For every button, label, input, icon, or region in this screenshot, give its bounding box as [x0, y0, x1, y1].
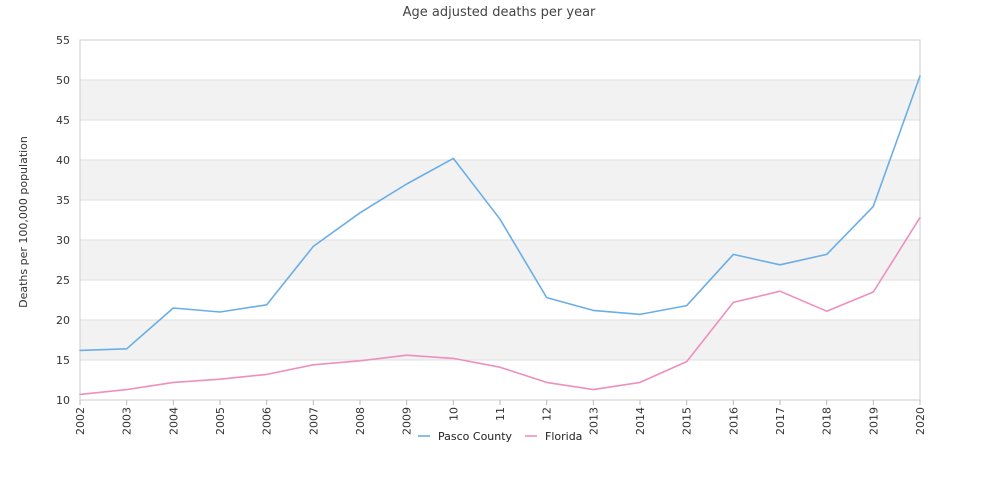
y-tick-label: 45 [56, 114, 70, 127]
grid-band [80, 240, 920, 280]
x-tick-label: 2017 [774, 407, 787, 435]
x-tick-label: 2009 [401, 407, 414, 435]
x-tick-label: 2013 [587, 407, 600, 435]
y-tick-label: 50 [56, 74, 70, 87]
x-tick-label: 2002 [74, 407, 87, 435]
y-tick-label: 55 [56, 34, 70, 47]
y-tick-label: 30 [56, 234, 70, 247]
y-tick-label: 40 [56, 154, 70, 167]
grid-band [80, 160, 920, 200]
series-line-florida [79, 216, 921, 396]
series-line-pasco-county [79, 75, 921, 352]
x-tick-label: 2014 [634, 407, 647, 435]
chart-title: Age adjusted deaths per year [403, 5, 596, 20]
y-tick-label: 35 [56, 194, 70, 207]
x-tick-label: 2004 [167, 407, 180, 435]
x-tick-label: 2018 [821, 407, 834, 435]
y-tick-label: 20 [56, 314, 70, 327]
x-tick-label: 2019 [867, 407, 880, 435]
grid-band [80, 320, 920, 360]
grid-bands [80, 80, 920, 360]
x-tick-label: 2005 [214, 407, 227, 435]
legend: Pasco County Florida [418, 430, 582, 443]
x-tick-label: 11 [494, 407, 507, 421]
legend-label: Florida [545, 430, 582, 443]
y-axis-ticks: 10 15 20 25 30 35 40 45 50 55 [56, 34, 70, 407]
x-tick-label: 2020 [914, 407, 927, 435]
x-axis-ticks: 2002 2003 2004 2005 2006 2007 2008 2009 10 11 12 20… [74, 400, 927, 435]
x-tick-label: 2006 [261, 407, 274, 435]
y-tick-label: 10 [56, 394, 70, 407]
y-axis-label: Deaths per 100,000 population [17, 136, 30, 308]
x-tick-label: 2015 [681, 407, 694, 435]
legend-item[interactable]: Pasco County [418, 430, 513, 443]
grid-band [80, 80, 920, 120]
x-tick-label: 12 [541, 407, 554, 421]
y-tick-label: 15 [56, 354, 70, 367]
legend-item[interactable]: Florida [525, 430, 582, 443]
x-tick-label: 2003 [121, 407, 134, 435]
series-layer [79, 75, 921, 396]
y-tick-label: 25 [56, 274, 70, 287]
x-tick-label: 10 [447, 407, 460, 421]
x-tick-label: 2008 [354, 407, 367, 435]
legend-label: Pasco County [438, 430, 513, 443]
x-tick-label: 2007 [307, 407, 320, 435]
x-tick-label: 2016 [727, 407, 740, 435]
